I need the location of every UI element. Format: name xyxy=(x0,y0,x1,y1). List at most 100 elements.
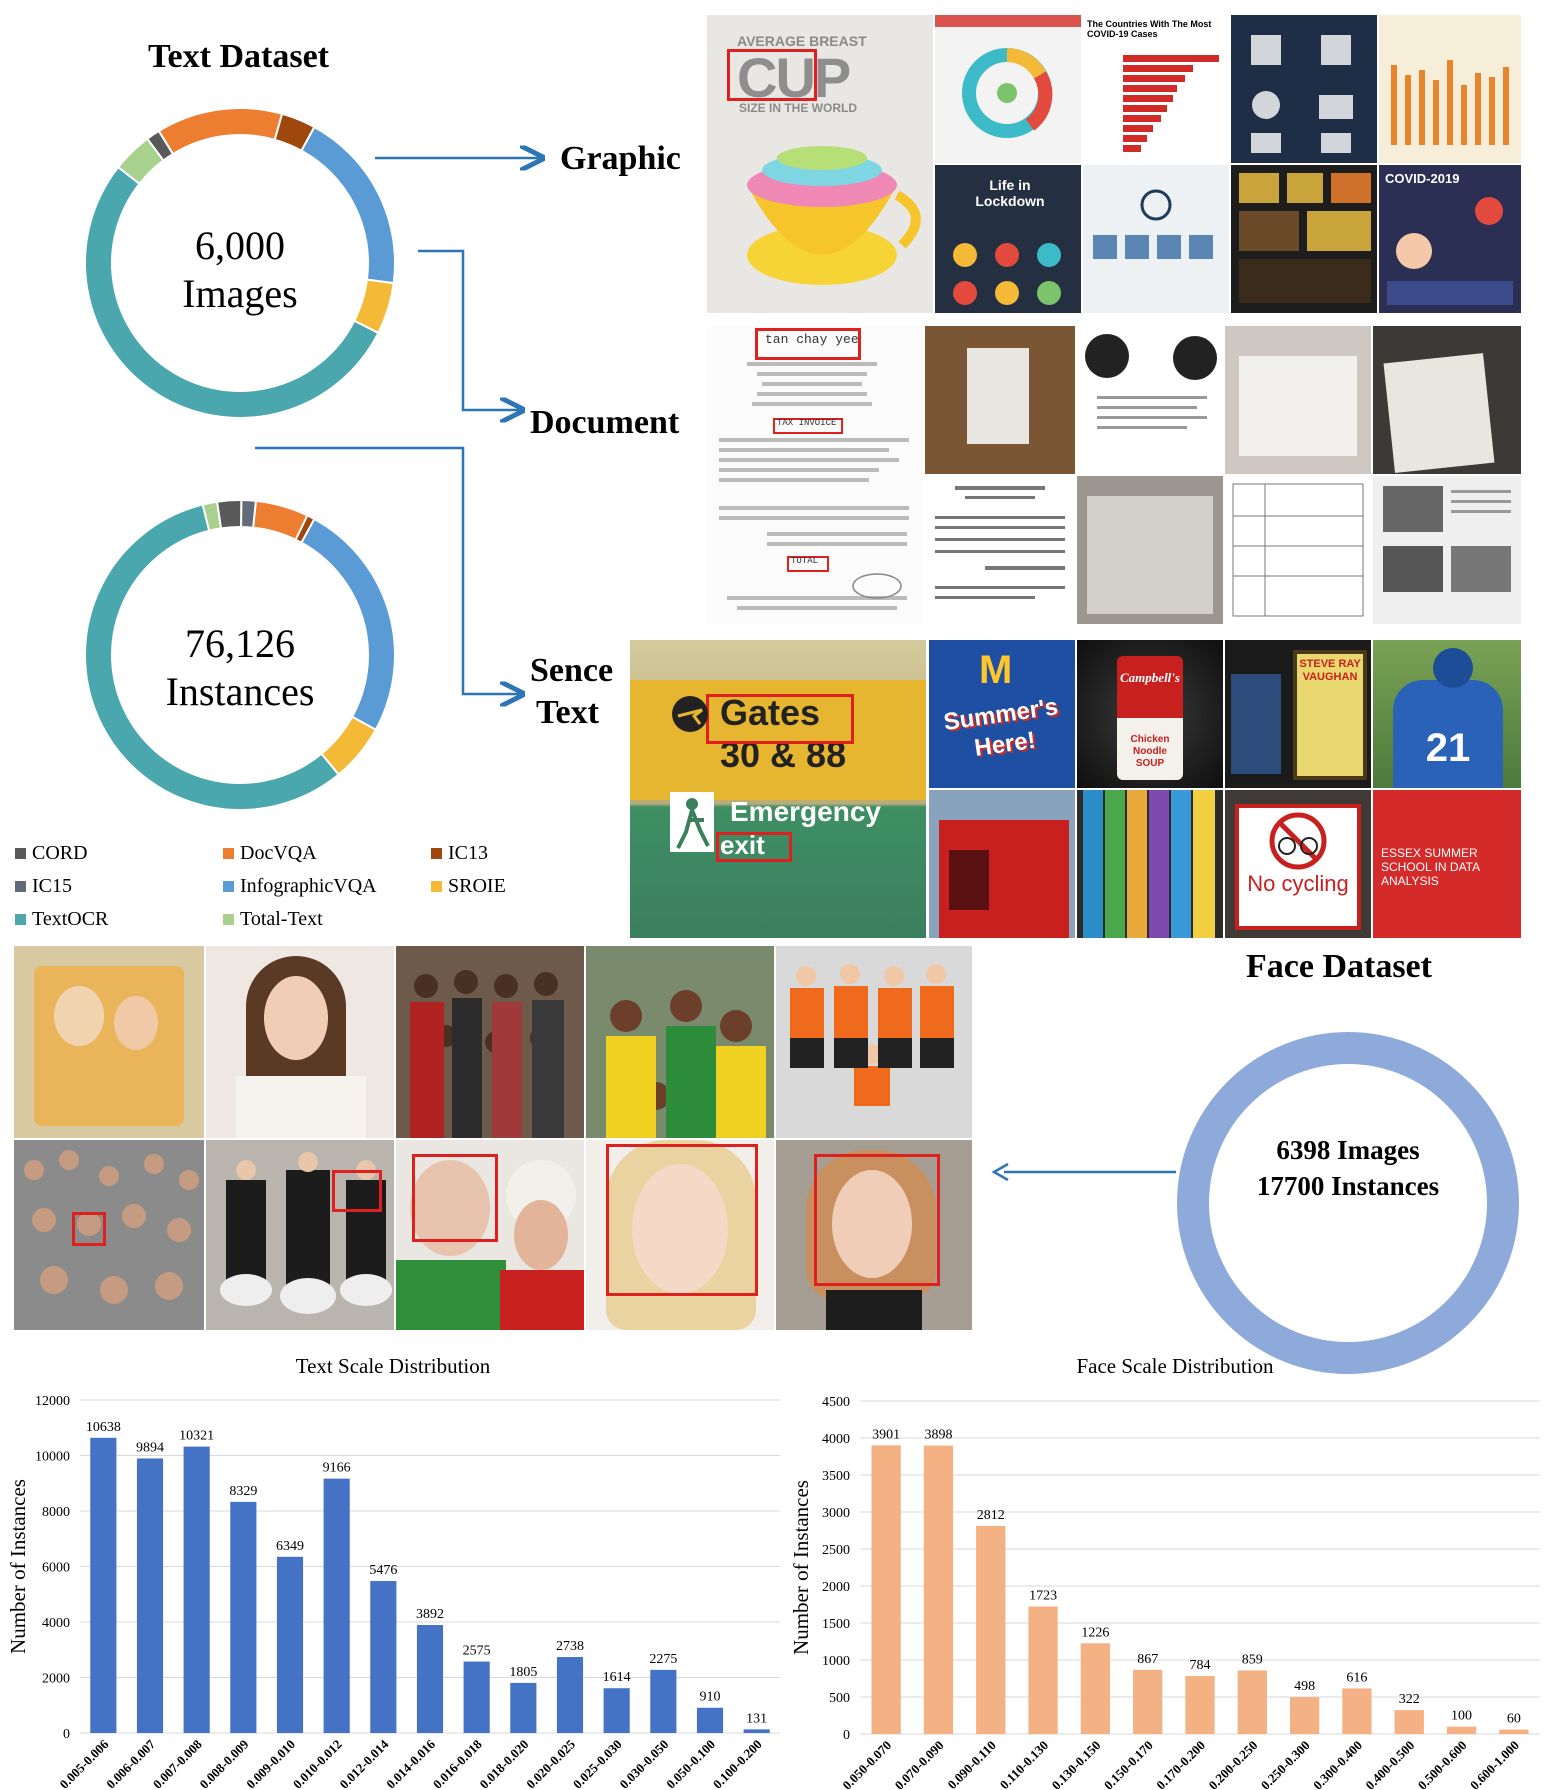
text-scale-bar-chart: 020004000600080001000012000106380.005-0.… xyxy=(6,1394,780,1790)
bar xyxy=(1446,1726,1477,1734)
x-tick-label: 0.170-0.200 xyxy=(1153,1738,1208,1790)
data-label: 784 xyxy=(1190,1658,1211,1673)
bar xyxy=(1185,1675,1215,1734)
receipt-sample: tan chay yee TAX INVOICE TOTAL xyxy=(707,326,922,624)
data-label: 8329 xyxy=(229,1484,257,1499)
instances-label: Instances xyxy=(165,669,315,714)
legend-label: CORD xyxy=(32,842,88,864)
x-tick-label: 0.090-0.110 xyxy=(944,1738,999,1790)
face-group-family xyxy=(396,946,584,1138)
donut-slice-ic13 xyxy=(294,514,316,545)
receipt-photo-2 xyxy=(1225,326,1371,474)
legend-item-ic13: IC13 xyxy=(431,842,535,865)
legend-label: DocVQA xyxy=(240,842,317,864)
bar xyxy=(183,1446,210,1733)
bar xyxy=(1342,1688,1372,1734)
bar xyxy=(463,1661,490,1733)
data-label: 100 xyxy=(1451,1709,1472,1724)
data-label: 3892 xyxy=(416,1607,444,1622)
infographic-covid-2019: COVID-2019 xyxy=(1379,165,1521,313)
bar xyxy=(1394,1710,1424,1734)
infographic-cricket xyxy=(1231,15,1377,163)
y-tick-label: 1500 xyxy=(822,1617,850,1632)
text-dataset-title: Text Dataset xyxy=(148,38,329,75)
bar xyxy=(650,1669,677,1733)
campbells-text: Campbell's xyxy=(1120,670,1180,685)
data-label: 1614 xyxy=(603,1670,631,1685)
data-label: 9894 xyxy=(136,1440,164,1455)
data-label: 322 xyxy=(1399,1692,1420,1707)
x-tick-label: 0.110-0.130 xyxy=(997,1738,1052,1790)
bar xyxy=(871,1445,901,1734)
y-axis-label: Number of Instances xyxy=(789,1480,813,1655)
gates-number-text: 30 & 88 xyxy=(720,734,847,775)
essex-banner-photo: ESSEX SUMMER SCHOOL IN DATA ANALYSIS xyxy=(1373,790,1521,938)
data-label: 2275 xyxy=(649,1652,677,1667)
face-team-photo xyxy=(776,946,972,1138)
data-label: 2575 xyxy=(463,1644,491,1659)
data-label: 867 xyxy=(1137,1652,1158,1667)
bar xyxy=(136,1458,164,1733)
y-tick-label: 2500 xyxy=(822,1543,850,1558)
legend-label: IC15 xyxy=(32,875,72,897)
face-marching-band xyxy=(206,1140,394,1330)
cup-subheading: SIZE IN THE WORLD xyxy=(739,101,857,115)
legend-item-infographicvqa: InfographicVQA xyxy=(223,875,431,898)
receipt-photo-3 xyxy=(1373,326,1521,474)
images-label: Images xyxy=(182,271,298,316)
legend-item-sroie: SROIE xyxy=(431,875,535,898)
images-count: 6,000 xyxy=(195,223,285,268)
infographic-lockdown: Life in Lockdown xyxy=(935,165,1081,313)
legend-swatch xyxy=(223,914,234,925)
gates-text-box xyxy=(706,694,854,744)
data-label: 616 xyxy=(1346,1670,1367,1685)
cup-heading: AVERAGE BREAST xyxy=(737,33,867,49)
bar xyxy=(976,1525,1006,1734)
y-tick-label: 10000 xyxy=(35,1450,70,1465)
instances-donut-chart xyxy=(84,498,396,811)
data-label: 3901 xyxy=(872,1427,900,1442)
donut-slice-ic13 xyxy=(273,112,316,153)
y-tick-label: 3500 xyxy=(822,1469,850,1484)
y-tick-label: 4000 xyxy=(42,1616,70,1631)
soup-text: Chicken Noodle SOUP xyxy=(1130,734,1170,769)
face-redhead-portrait xyxy=(776,1140,972,1330)
x-tick-label: 0.130-0.150 xyxy=(1048,1738,1103,1790)
data-label: 131 xyxy=(746,1711,767,1726)
bar xyxy=(1289,1697,1320,1734)
no-cycling-photo: No cycling xyxy=(1225,790,1371,938)
donut-slice-textocr xyxy=(84,503,341,811)
face-fans-cheering xyxy=(586,946,774,1138)
face-dataset-title: Face Dataset xyxy=(1246,948,1432,985)
receipt-photo-4 xyxy=(1077,476,1223,624)
legend-item-textocr: TextOCR xyxy=(15,908,223,931)
blonde-face-box xyxy=(606,1144,758,1296)
legend-swatch xyxy=(223,881,234,892)
bar xyxy=(370,1581,397,1733)
document-table-form xyxy=(1225,476,1371,624)
legend-swatch xyxy=(431,848,442,859)
scene-text-label: Sence Text xyxy=(530,650,613,734)
tax-invoice-text: TAX INVOICE xyxy=(777,418,837,428)
infographic-coffee xyxy=(1231,165,1377,313)
x-tick-label: 0.300-0.400 xyxy=(1310,1738,1365,1790)
infographic-coronavirus-survive xyxy=(1083,165,1229,313)
document-party-flyer xyxy=(1077,326,1223,474)
face-vintage-poster xyxy=(14,946,204,1138)
x-tick-label: 0.070-0.090 xyxy=(892,1738,947,1790)
y-tick-label: 2000 xyxy=(42,1672,70,1687)
face-scale-bar-chart: 0 500 1000 1500 2000 2500 3000 3500 4000 4500 3901… xyxy=(789,1395,1540,1790)
face-dataset-center: 6398 Images 17700 Instances xyxy=(1208,1132,1488,1204)
data-label: 2738 xyxy=(556,1639,584,1654)
data-label: 10638 xyxy=(86,1420,121,1435)
legend-swatch xyxy=(15,881,26,892)
y-tick-label: 4500 xyxy=(822,1395,850,1410)
baseball-jersey-photo: 21 xyxy=(1373,640,1521,788)
scene-text-arrow xyxy=(255,446,520,694)
face-images-count: 6398 Images xyxy=(1276,1135,1420,1165)
legend-swatch xyxy=(223,848,234,859)
legend-label: TextOCR xyxy=(32,908,109,930)
y-tick-label: 8000 xyxy=(42,1505,70,1520)
bar xyxy=(1028,1606,1058,1734)
bar xyxy=(1080,1643,1111,1734)
